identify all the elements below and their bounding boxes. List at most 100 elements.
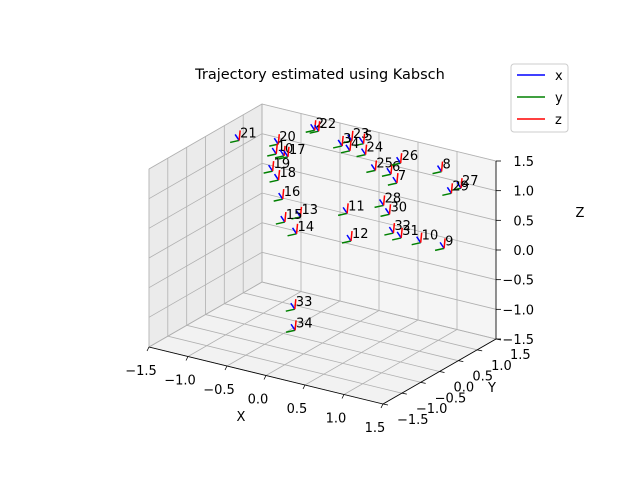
x-direction-mark	[279, 149, 285, 157]
z-direction-mark	[374, 160, 378, 171]
z-tick-label: 0.0	[513, 244, 534, 259]
x-direction-mark	[345, 144, 351, 152]
x-direction-mark	[337, 139, 343, 147]
z-direction-mark	[362, 133, 366, 144]
point-label: 14	[298, 220, 315, 235]
x-direction-mark	[347, 134, 353, 142]
point-label: 23	[353, 127, 370, 142]
y-tick-mark	[401, 392, 407, 395]
trajectory-point: 8	[432, 158, 451, 175]
x-direction-mark	[416, 236, 422, 244]
z-gridline	[148, 251, 497, 318]
y-direction-mark	[229, 139, 240, 144]
y-direction-mark	[442, 192, 452, 197]
y-direction-mark	[278, 156, 289, 160]
trajectory-point: 26	[391, 149, 418, 166]
z-gridline	[148, 103, 497, 170]
x-tick-label: −0.5	[203, 383, 235, 398]
x-direction-mark	[313, 124, 320, 132]
legend-entry: y	[517, 91, 563, 106]
y-direction-mark	[263, 170, 273, 174]
z-direction-mark	[271, 161, 275, 172]
point-label: 4	[351, 137, 359, 152]
point-label: 16	[284, 185, 301, 200]
x-tick-label: 1.5	[365, 421, 386, 436]
x-direction-mark	[436, 165, 443, 172]
x-direction-mark	[388, 226, 395, 234]
x-direction-mark	[290, 323, 296, 331]
legend-label: z	[555, 113, 562, 128]
tick-labels: −1.5−1.0−0.50.00.51.01.5−1.5−1.0−0.50.00…	[125, 155, 534, 436]
point-label: 30	[390, 200, 407, 215]
y-tick-label: 0.0	[454, 381, 475, 396]
point-label: 22	[320, 117, 337, 132]
trajectory-point: 3	[332, 132, 351, 149]
y-direction-mark	[354, 142, 364, 147]
trajectory-point: 20	[269, 130, 296, 147]
y-direction-mark	[285, 329, 296, 333]
legend-entry: z	[517, 113, 562, 128]
point-markers: 2222353424256268727292830323110911121314…	[229, 116, 479, 333]
x-direction-mark	[271, 147, 277, 155]
z-direction-mark	[294, 299, 297, 310]
x-direction-mark	[310, 123, 316, 131]
x-direction-mark	[342, 206, 348, 214]
x-tick-mark	[341, 394, 345, 399]
point-label: 15	[286, 208, 303, 223]
z-tick-label: 0.5	[513, 214, 534, 229]
y-tick-label: −1.5	[397, 413, 429, 428]
trajectory-point: 31	[392, 224, 419, 241]
trajectory-point: 12	[341, 227, 369, 244]
trajectory-point: 18	[269, 166, 296, 183]
z-direction-mark	[341, 135, 344, 147]
z-direction-mark	[400, 227, 403, 239]
y-tick-label: −1.0	[416, 402, 448, 417]
y-direction-mark	[291, 216, 301, 220]
x-direction-mark	[283, 150, 289, 158]
z-direction-mark	[390, 164, 393, 175]
x-tick-mark	[146, 346, 150, 352]
trajectory-point: 23	[342, 127, 370, 144]
point-label: 28	[385, 191, 402, 206]
x-direction-mark	[386, 167, 392, 175]
z-direction-mark	[277, 169, 281, 181]
z-direction-mark	[460, 178, 463, 189]
x-direction-mark	[360, 148, 367, 156]
x-direction-mark	[378, 198, 385, 206]
x-direction-mark	[234, 134, 240, 141]
z-direction-mark	[349, 140, 352, 151]
y-tick-mark	[477, 349, 483, 352]
z-direction-mark	[382, 195, 386, 206]
x-direction-mark	[384, 207, 391, 215]
z-gridline	[148, 222, 497, 289]
y-direction-mark	[340, 150, 351, 154]
y-direction-mark	[267, 153, 277, 157]
y-direction-mark	[366, 169, 376, 174]
trajectory-point: 1	[267, 140, 286, 157]
z-direction-mark	[294, 320, 297, 331]
trajectory-point: 30	[380, 200, 407, 218]
trajectory-point: 4	[340, 137, 359, 154]
y-tick-label: −0.5	[435, 391, 467, 406]
trajectory-point: 32	[384, 219, 411, 236]
point-label: 17	[289, 143, 306, 158]
y-direction-mark	[387, 182, 398, 186]
x-direction-mark	[392, 176, 398, 184]
x-tick-label: 0.5	[287, 402, 308, 417]
trajectory-point: 14	[287, 220, 315, 237]
z-direction-mark	[275, 143, 278, 155]
trajectory-point: 15	[275, 208, 303, 225]
y-direction-mark	[392, 237, 402, 241]
point-label: 13	[301, 203, 318, 218]
y-direction-mark	[341, 240, 352, 244]
x-direction-mark	[456, 181, 462, 189]
point-label: 10	[422, 229, 439, 244]
point-label: 1	[277, 140, 285, 155]
x-tick-label: 0.0	[248, 393, 269, 408]
z-direction-mark	[388, 204, 392, 215]
y-tick-mark	[420, 381, 426, 384]
z-direction-mark	[450, 183, 454, 194]
z-direction-mark	[277, 134, 281, 145]
point-label: 3	[343, 132, 351, 147]
z-direction-mark	[399, 153, 403, 164]
